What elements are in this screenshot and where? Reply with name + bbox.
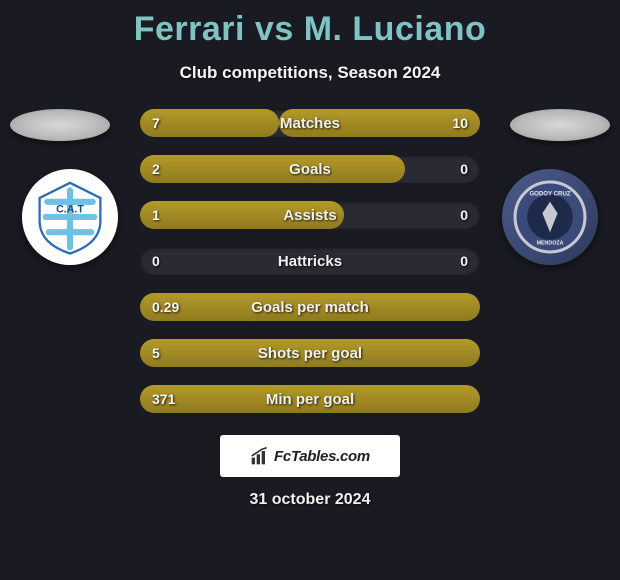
bar-fill-left bbox=[140, 339, 480, 367]
stat-bar: 0.29Goals per match bbox=[140, 293, 480, 321]
bar-fill-right bbox=[279, 109, 480, 137]
stat-bar: 710Matches bbox=[140, 109, 480, 137]
player1-name: Ferrari bbox=[134, 10, 245, 48]
stat-value-left: 0.29 bbox=[152, 293, 179, 321]
subtitle: Club competitions, Season 2024 bbox=[0, 63, 620, 83]
comparison-arena: C.A.T GODOY CRUZ MENDOZA 710Matches20Goa… bbox=[0, 109, 620, 413]
stat-label: Hattricks bbox=[140, 247, 480, 275]
stat-value-left: 1 bbox=[152, 201, 160, 229]
bar-fill-left bbox=[140, 293, 480, 321]
club-badge-left: C.A.T bbox=[22, 169, 118, 265]
stat-bar: 20Goals bbox=[140, 155, 480, 183]
stat-value-left: 5 bbox=[152, 339, 160, 367]
stat-value-left: 0 bbox=[152, 247, 160, 275]
stat-value-right: 0 bbox=[460, 201, 468, 229]
stat-bar: 5Shots per goal bbox=[140, 339, 480, 367]
vs-text: vs bbox=[255, 10, 294, 48]
stat-bar: 0 0Hattricks bbox=[140, 247, 480, 275]
stat-value-left: 7 bbox=[152, 109, 160, 137]
svg-text:GODOY CRUZ: GODOY CRUZ bbox=[529, 191, 570, 198]
stat-value-left: 371 bbox=[152, 385, 175, 413]
chart-icon bbox=[250, 446, 270, 466]
club-crest-left-icon: C.A.T bbox=[32, 179, 108, 255]
svg-text:C.A.T: C.A.T bbox=[56, 203, 84, 215]
stat-value-right: 0 bbox=[460, 155, 468, 183]
bar-fill-left bbox=[140, 385, 480, 413]
shadow-ellipse-right bbox=[510, 109, 610, 141]
stat-bar: 371Min per goal bbox=[140, 385, 480, 413]
brand-logo[interactable]: FcTables.com bbox=[220, 435, 400, 477]
bar-fill-left bbox=[140, 155, 405, 183]
svg-text:MENDOZA: MENDOZA bbox=[537, 240, 564, 246]
shadow-ellipse-left bbox=[10, 109, 110, 141]
club-badge-right: GODOY CRUZ MENDOZA bbox=[502, 169, 598, 265]
stat-value-left: 2 bbox=[152, 155, 160, 183]
comparison-title: Ferrari vs M. Luciano bbox=[0, 0, 620, 49]
stat-bar: 10Assists bbox=[140, 201, 480, 229]
bar-fill-left bbox=[140, 201, 344, 229]
date-text: 31 october 2024 bbox=[0, 491, 620, 509]
stat-value-right: 0 bbox=[460, 247, 468, 275]
bar-fill-left bbox=[140, 109, 279, 137]
player2-name: M. Luciano bbox=[304, 10, 487, 48]
stat-bars: 710Matches20Goals10Assists00Hattricks0.2… bbox=[140, 109, 480, 413]
brand-text: FcTables.com bbox=[274, 448, 370, 465]
stat-value-right: 10 bbox=[452, 109, 468, 137]
club-crest-right-icon: GODOY CRUZ MENDOZA bbox=[512, 179, 588, 255]
